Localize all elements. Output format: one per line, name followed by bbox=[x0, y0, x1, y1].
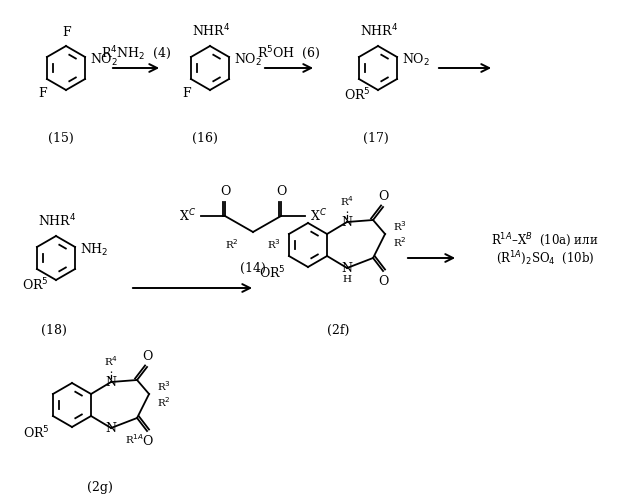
Text: (18): (18) bbox=[41, 324, 67, 336]
Text: (16): (16) bbox=[192, 132, 218, 144]
Text: O: O bbox=[142, 350, 152, 363]
Text: NH$_2$: NH$_2$ bbox=[80, 242, 109, 258]
Text: O: O bbox=[378, 190, 388, 203]
Text: R$^{1A}$: R$^{1A}$ bbox=[125, 432, 144, 446]
Text: F: F bbox=[62, 26, 71, 39]
Text: R$^2$: R$^2$ bbox=[157, 395, 171, 409]
Text: (14): (14) bbox=[240, 262, 266, 274]
Text: NO$_2$: NO$_2$ bbox=[90, 52, 118, 68]
Text: NHR$^4$: NHR$^4$ bbox=[38, 212, 76, 229]
Text: (2f): (2f) bbox=[327, 324, 349, 336]
Text: F: F bbox=[39, 87, 47, 100]
Text: (2g): (2g) bbox=[87, 480, 113, 494]
Text: O: O bbox=[142, 435, 152, 448]
Text: NO$_2$: NO$_2$ bbox=[402, 52, 430, 68]
Text: R$^4$: R$^4$ bbox=[340, 194, 354, 208]
Text: OR$^5$: OR$^5$ bbox=[24, 425, 50, 442]
Text: R$^{1A}$–X$^B$  (10a) или: R$^{1A}$–X$^B$ (10a) или bbox=[491, 231, 599, 249]
Text: OR$^5$: OR$^5$ bbox=[259, 265, 286, 281]
Text: O: O bbox=[220, 185, 230, 198]
Text: NHR$^4$: NHR$^4$ bbox=[192, 22, 230, 39]
Text: (17): (17) bbox=[363, 132, 389, 144]
Text: (R$^{1A}$)$_2$SO$_4$  (10b): (R$^{1A}$)$_2$SO$_4$ (10b) bbox=[496, 249, 594, 267]
Text: N: N bbox=[341, 262, 352, 274]
Text: R$^3$: R$^3$ bbox=[393, 219, 407, 233]
Text: R$^3$: R$^3$ bbox=[267, 237, 281, 251]
Text: X$^C$: X$^C$ bbox=[179, 208, 196, 224]
Text: NO$_2$: NO$_2$ bbox=[234, 52, 262, 68]
Text: R$^4$: R$^4$ bbox=[104, 354, 118, 368]
Text: R$^3$: R$^3$ bbox=[157, 379, 171, 393]
Text: O: O bbox=[378, 275, 388, 288]
Text: H: H bbox=[343, 276, 352, 284]
Text: X$^C$: X$^C$ bbox=[310, 208, 327, 224]
Text: OR$^5$: OR$^5$ bbox=[22, 277, 48, 293]
Text: N: N bbox=[106, 376, 117, 388]
Text: R$^2$: R$^2$ bbox=[393, 235, 407, 249]
Text: O: O bbox=[276, 185, 286, 198]
Text: N: N bbox=[106, 422, 117, 434]
Text: (15): (15) bbox=[48, 132, 74, 144]
Text: F: F bbox=[183, 87, 191, 100]
Text: R$^4$NH$_2$  (4): R$^4$NH$_2$ (4) bbox=[101, 44, 171, 62]
Text: OR$^5$: OR$^5$ bbox=[343, 87, 370, 104]
Text: R$^2$: R$^2$ bbox=[225, 237, 239, 251]
Text: N: N bbox=[341, 216, 352, 228]
Text: R$^5$OH  (6): R$^5$OH (6) bbox=[257, 44, 320, 62]
Text: NHR$^4$: NHR$^4$ bbox=[360, 22, 398, 39]
